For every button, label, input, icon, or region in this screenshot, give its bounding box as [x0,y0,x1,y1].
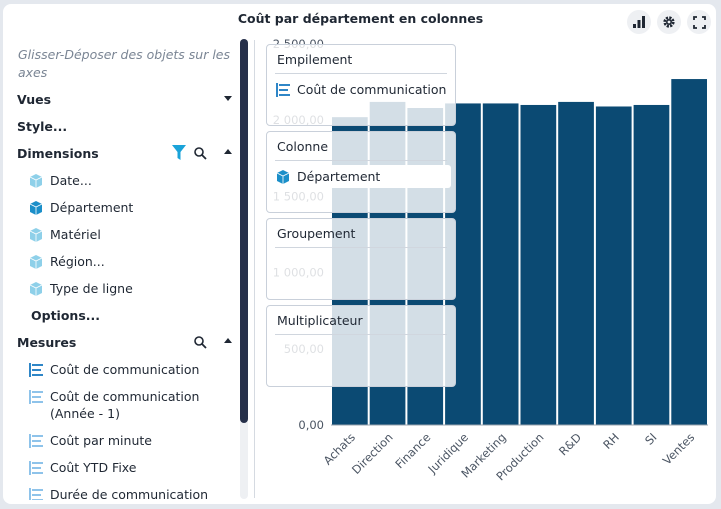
measure-item[interactable]: Coût par minute [28,432,233,449]
dropzone-colonne[interactable]: Colonne Département [266,131,456,213]
bar[interactable] [558,101,594,426]
gear-icon [663,16,675,28]
dimension-label: Département [50,200,134,215]
measure-icon [276,82,290,97]
x-tick-label: Ventes [660,430,697,467]
measure-item[interactable]: Coût de communication [28,361,233,378]
dimension-options-link[interactable]: Options... [31,305,234,325]
x-tick-label: Direction [349,430,396,477]
cube-icon [276,169,290,184]
cube-icon [29,255,43,269]
section-style[interactable]: Style... [17,116,232,136]
chip-cout-de-communication[interactable]: Coût de communication [271,78,451,101]
section-style-label: Style... [17,118,68,134]
section-vues[interactable]: Vues [17,89,232,109]
dropzone-title: Empilement [277,52,353,67]
sidebar-scrollbar-thumb[interactable] [240,39,248,423]
measure-label: Coût de communication (Année - 1) [50,389,200,421]
dropzone-groupement[interactable]: Groupement [266,218,456,300]
chevron-up-icon[interactable] [224,338,232,343]
y-tick-label: 0,00 [298,418,324,432]
sidebar: Glisser-Déposer des objets sur les axes … [14,44,234,500]
chip-departement[interactable]: Département [271,165,451,188]
dropzone-divider [275,247,447,248]
measure-label: Coût par minute [50,433,152,448]
dimension-item-materiel[interactable]: Matériel [28,226,233,243]
measure-label: Coût de communication [50,362,200,377]
dimension-label: Date... [50,173,92,188]
settings-button[interactable] [657,10,681,34]
dimension-item-type-de-ligne[interactable]: Type de ligne [28,280,233,297]
bar[interactable] [482,103,519,425]
search-icon[interactable] [194,336,207,349]
section-dimensions-label: Dimensions [17,145,99,161]
chevron-down-icon [224,96,232,101]
panel-divider[interactable] [254,40,255,498]
dropzone-title: Colonne [277,139,329,154]
bar[interactable] [595,106,632,425]
chip-label: Département [297,169,381,184]
fullscreen-button[interactable] [687,10,711,34]
options-label: Options... [31,307,101,323]
cube-icon [29,282,43,296]
x-tick-label: SI [642,430,659,447]
drag-hint: Glisser-Déposer des objets sur les axes [18,47,230,80]
dropzone-title: Groupement [277,226,356,241]
dropzone-divider [275,160,447,161]
chevron-up-icon[interactable] [224,149,232,154]
measure-icon [29,363,43,377]
page-title: Coût par département en colonnes [237,11,484,26]
dimension-label: Région... [50,254,105,269]
dimension-item-departement[interactable]: Département [28,199,233,216]
section-dimensions[interactable]: Dimensions [17,143,232,163]
measure-item[interactable]: Coût YTD Fixe [28,459,233,476]
search-icon[interactable] [194,147,207,160]
measure-icon [29,461,43,475]
measure-icon [29,488,43,500]
dropzone-title: Multiplicateur [277,313,363,328]
section-vues-label: Vues [17,91,52,107]
x-tick-label: R&D [556,430,584,458]
bar[interactable] [633,104,670,426]
bar[interactable] [671,79,707,425]
dimension-item-date[interactable]: Date... [28,172,233,189]
bar[interactable] [520,104,557,426]
section-mesures-label: Mesures [17,334,77,350]
measure-icon [29,434,43,448]
fullscreen-icon [692,15,706,29]
cube-icon [29,174,43,188]
dropzone-multiplicateur[interactable]: Multiplicateur [266,305,456,387]
section-mesures[interactable]: Mesures [17,332,232,352]
dropzone-divider [275,334,447,335]
measure-item[interactable]: Coût de communication (Année - 1) [28,388,233,422]
measure-icon [29,390,43,404]
dropzone-divider [275,73,447,74]
dimension-label: Matériel [50,227,101,242]
bar-chart-icon [633,16,645,28]
x-tick-label: RH [600,430,622,452]
dimension-label: Type de ligne [50,281,133,296]
x-tick-label: Achats [321,430,358,467]
measure-item[interactable]: Durée de communication [28,486,233,500]
cube-icon [29,201,43,215]
cube-icon [29,228,43,242]
dropzone-empilement[interactable]: Empilement Coût de communication [266,44,456,126]
chart-type-button[interactable] [627,10,651,34]
measure-label: Coût YTD Fixe [50,460,137,475]
filter-icon[interactable] [172,145,186,160]
measure-label: Durée de communication [50,487,209,500]
chip-label: Coût de communication [297,82,447,97]
dimension-item-region[interactable]: Région... [28,253,233,270]
